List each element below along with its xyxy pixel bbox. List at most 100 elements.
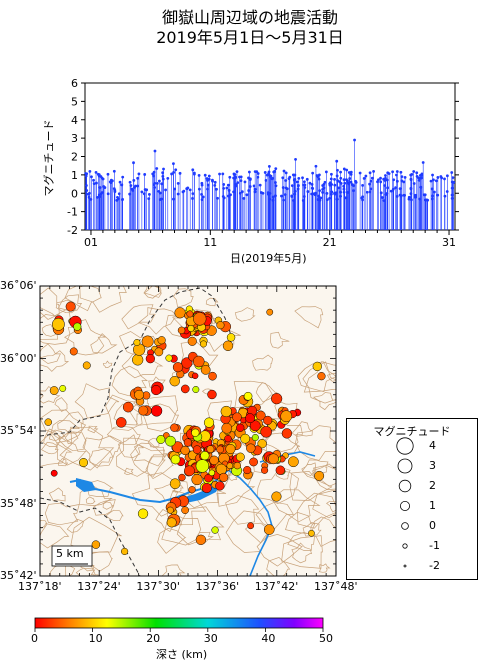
contour-line [85,496,96,505]
epicenter [251,433,259,442]
magnitude-point [95,181,98,185]
contour-line [313,465,336,490]
epicenter [249,457,258,467]
magnitude-point [318,189,321,193]
contour-line [87,425,99,434]
magnitude-point [132,178,136,182]
epicenter [122,401,134,413]
magnitude-point [409,177,413,181]
epicenter [172,362,184,373]
legend-symbol [398,479,412,493]
epicenter [51,317,65,331]
magnitude-point [399,194,403,198]
contour-line [124,467,134,475]
epicenter [121,547,129,556]
magnitude-point [412,170,416,173]
epicenter [181,357,193,369]
contour-line [256,470,299,504]
magnitude-point [417,179,421,182]
magnitude-point [436,176,440,179]
magnitude-point [301,199,305,202]
epicenter [193,312,207,326]
magnitude-point [247,170,251,174]
colorbar-label: 深さ (km) [156,648,208,661]
magnitude-point [431,173,434,177]
magnitude-point [185,187,189,191]
magnitude-point [207,174,211,178]
epicenter [191,473,203,486]
magnitude-point [256,175,260,179]
contour-line [252,354,273,371]
contour-line [312,463,336,487]
magnitude-point [133,185,136,189]
magnitude-point [269,174,273,178]
contour-line [176,506,225,546]
magnitude-point [400,179,404,183]
contour-line [130,444,166,477]
plot-x-tick-label: 21 [323,236,337,249]
contour-line [256,534,303,567]
contour-line [49,563,76,576]
contour-line [90,333,118,354]
legend-value: 3 [429,459,436,472]
magnitude-point [434,179,438,183]
legend-row: -1 [347,537,477,555]
magnitude-point [450,171,454,174]
magnitude-point [155,167,159,170]
contour-line [291,421,313,437]
magnitude-point [258,183,262,187]
magnitude-point [170,172,174,176]
epicenter [165,435,176,447]
reservoir-west [76,478,96,492]
epicenter [209,455,219,466]
contour-line [48,487,66,502]
epicenter [281,428,293,439]
magnitude-point [89,198,93,201]
longitude-label: 137˚42' [254,580,299,593]
magnitude-point [403,193,406,197]
magnitude-point [288,175,292,179]
magnitude-point [136,184,140,188]
magnitude-point [274,167,278,171]
contour-line [57,294,83,311]
epicenter [137,508,149,519]
legend-symbol [401,522,409,530]
epicenter [192,386,200,393]
magnitude-point [377,178,380,182]
plot-x-tick-label: 01 [84,236,98,249]
magnitude-point [200,198,204,202]
longitude-label: 137˚48' [314,580,358,593]
contour-line [56,440,87,466]
contour-line [105,509,124,522]
magnitude-point [267,164,271,168]
magnitude-point [339,170,342,174]
epicenter [157,336,166,345]
earthquake-epicenters [44,301,326,556]
epicenter [249,420,261,432]
legend-symbol [396,437,414,455]
magnitude-point [216,196,219,200]
contour-line [57,411,84,434]
magnitude-point [443,177,446,181]
epicenter [225,444,236,455]
epicenter [192,355,205,368]
scale-bar [51,545,93,567]
colorbar-tick-label: 50 [319,632,333,645]
magnitude-point [221,172,225,176]
legend-row: 3 [347,457,477,475]
epicenter [181,506,189,515]
magnitude-point [109,181,113,185]
epicenter [191,372,199,380]
epicenter [220,405,232,418]
magnitude-point [197,174,201,177]
magnitude-point [335,174,339,178]
magnitude-point [421,161,425,164]
magnitude-point [136,176,140,180]
longitude-label: 137˚36' [195,580,240,593]
contour-line [105,394,143,431]
magnitude-point [445,190,449,193]
magnitude-point [173,187,177,191]
magnitude-point [384,174,387,177]
magnitude-point [333,192,337,196]
contour-line [128,395,179,426]
